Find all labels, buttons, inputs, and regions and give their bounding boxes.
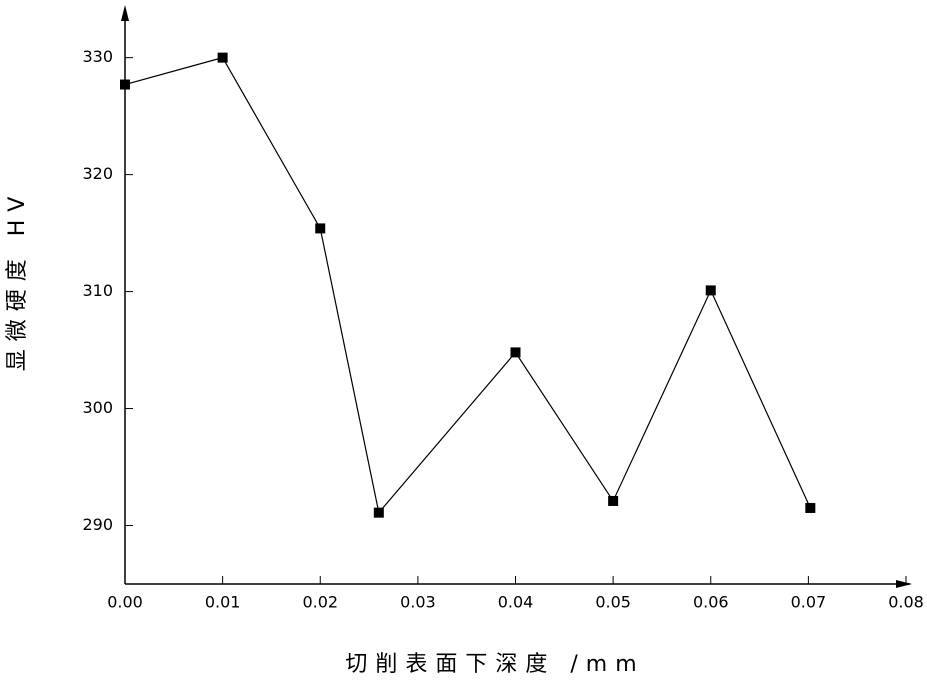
y-tick-label: 320 [82,164,113,183]
x-tick-label: 0.08 [888,593,924,612]
x-axis-title: 切削表面下深度 /mm [345,652,644,677]
x-tick-label: 0.03 [400,593,436,612]
y-tick-label: 330 [82,47,113,66]
x-tick-label: 0.04 [498,593,534,612]
x-tick-label: 0.02 [302,593,338,612]
data-marker [315,223,326,234]
x-tick-label: 0.05 [595,593,631,612]
y-tick-label: 300 [82,398,113,417]
y-tick-label: 290 [82,515,113,534]
x-tick-label: 0.06 [693,593,729,612]
data-marker [608,495,619,506]
data-line [124,56,811,514]
data-marker [217,52,228,63]
x-tick-label: 0.00 [107,593,143,612]
data-marker [705,285,716,296]
data-marker [510,347,521,358]
y-axis-arrow [121,5,129,21]
data-marker [373,507,384,518]
y-axis-title: 显微硬度 HV [5,189,30,372]
y-tick-label: 310 [82,281,113,300]
x-tick-label: 0.07 [791,593,827,612]
data-marker [120,79,130,90]
x-tick-label: 0.01 [205,593,241,612]
x-axis-arrow [896,580,912,588]
data-marker [805,502,816,513]
